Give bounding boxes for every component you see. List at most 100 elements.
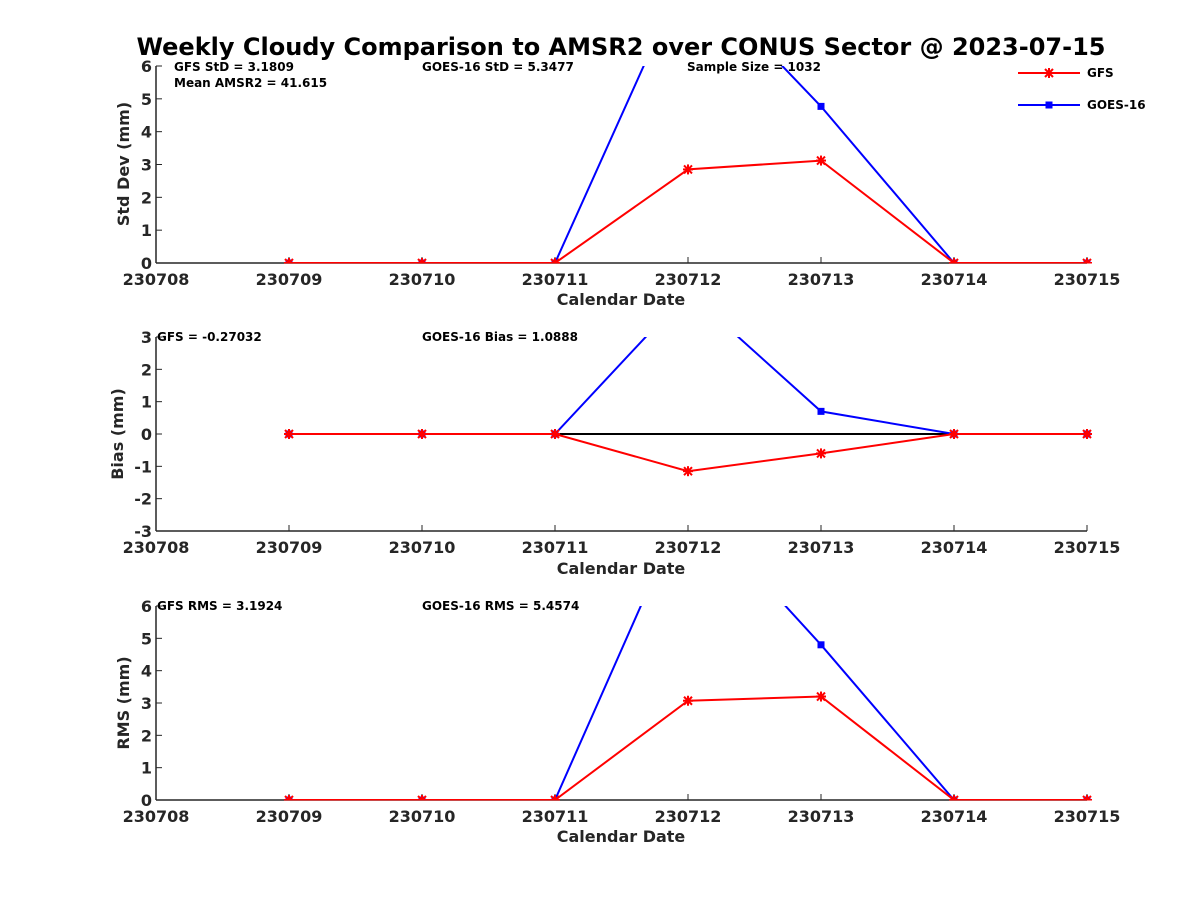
rms-ytick-label: 3 [141,694,152,713]
stddev-series-area [284,66,1092,264]
stddev-xlabel: Calendar Date [557,290,686,309]
stddev-panel: 0 1 2 3 4 5 6 230708 230709 230710 230711 230712 230… [114,57,1121,309]
rms-gfs-point-stroke [420,795,427,801]
rms-xtick-label: 230711 [522,807,589,826]
chart-title: Weekly Cloudy Comparison to AMSR2 over C… [137,33,1106,61]
stddev-ytick-label: 0 [141,254,152,273]
bias-ytick-label: -3 [134,522,152,541]
rms-ytick-label: 0 [141,791,152,810]
bias-panel: -3 -2 -1 0 1 2 3 230708 230709 230710 230711 230712… [108,328,1121,578]
stddev-gfs-point [949,258,959,264]
rms-gfs-point-stroke [683,696,693,706]
bias-xtick-label: 230709 [256,538,323,557]
bias-xtick-label: 230713 [788,538,855,557]
bias-xtick-label: 230710 [389,538,456,557]
bias-ytick-label: 2 [141,360,152,379]
bias-gfs-point [284,429,294,439]
stddev-ytick-label: 3 [141,156,152,175]
rms-ytick-label: 2 [141,726,152,745]
bias-goes-point [817,407,825,415]
goes-rms-annotation: GOES-16 RMS = 5.4574 [422,599,579,613]
rms-gfs-point-stroke [553,795,560,801]
bias-gfs-point-stroke [949,429,959,439]
rms-panel: 0 1 2 3 4 5 6 230708 230709 230710 230711 230712 230… [114,597,1121,846]
rms-xtick-label: 230709 [256,807,323,826]
stddev-xtick-label: 230711 [522,270,589,289]
rms-xtick-label: 230710 [389,807,456,826]
stddev-xtick-label: 230714 [921,270,988,289]
bias-gfs-point [949,429,959,439]
stddev-gfs-point-stroke [287,258,294,264]
bias-xtick-label: 230708 [123,538,190,557]
stddev-gfs-point [284,258,294,264]
legend: GFS GOES-16 [1018,66,1146,112]
bias-gfs-point [417,429,427,439]
stddev-gfs-point-stroke [683,164,693,175]
rms-ytick-label: 4 [141,662,152,681]
bias-ytick-label: -1 [134,457,152,476]
legend-gfs-marker [1044,68,1054,78]
legend-goes-marker [1045,101,1053,109]
stddev-gfs-point [417,258,427,264]
rms-gfs-point-stroke [1085,795,1092,801]
bias-series-area [284,337,1092,477]
stddev-ytick-label: 1 [141,221,152,240]
stddev-gfs-point-stroke [816,155,826,166]
bias-ytick-label: 3 [141,328,152,347]
bias-xtick-label: 230714 [921,538,988,557]
bias-gfs-point [1082,429,1092,439]
legend-gfs-label: GFS [1087,66,1114,80]
stddev-goes-point [817,102,825,110]
bias-xtick-label: 230712 [655,538,722,557]
bias-xtick-label: 230711 [522,538,589,557]
rms-gfs-point [816,691,826,702]
rms-xtick-label: 230714 [921,807,988,826]
goes-std-annotation: GOES-16 StD = 5.3477 [422,60,574,74]
stddev-xtick-label: 230715 [1054,270,1121,289]
stddev-gfs-point-stroke [553,258,560,264]
rms-ytick-label: 1 [141,759,152,778]
rms-gfs-point [949,795,959,801]
sample-size-annotation: Sample Size = 1032 [687,60,821,74]
stddev-xtick-label: 230708 [123,270,190,289]
rms-xtick-label: 230708 [123,807,190,826]
bias-ytick-label: 0 [141,425,152,444]
stddev-gfs-point [550,258,560,264]
stddev-ytick-label: 4 [141,123,152,142]
rms-gfs-line [289,695,1087,801]
bias-ytick-label: -2 [134,490,152,509]
bias-gfs-point-stroke [816,448,826,459]
stddev-xtick-label: 230710 [389,270,456,289]
stddev-ytick-label: 2 [141,188,152,207]
rms-gfs-point [1082,795,1092,801]
rms-xtick-label: 230713 [788,807,855,826]
rms-xlabel: Calendar Date [557,827,686,846]
rms-gfs-point [550,795,560,801]
stddev-ylabel: Std Dev (mm) [114,102,133,226]
rms-gfs-point-stroke [816,691,826,702]
bias-xtick-label: 230715 [1054,538,1121,557]
bias-gfs-point [550,429,560,439]
stddev-xtick-label: 230709 [256,270,323,289]
rms-xtick-label: 230715 [1054,807,1121,826]
rms-plot: 0 1 2 3 4 5 6 230708 230709 230710 230711 230712 230… [123,597,1121,826]
stddev-gfs-point-stroke [1085,258,1092,264]
bias-gfs-point-stroke [284,429,294,439]
bias-gfs-point-stroke [417,429,427,439]
stddev-gfs-point [683,164,693,175]
rms-gfs-point [683,695,693,706]
rms-gfs-point [417,795,427,801]
bias-gfs-point-stroke [550,429,560,439]
stddev-ytick-label: 5 [141,90,152,109]
bias-gfs-point [683,466,693,477]
rms-goes-point [817,641,825,649]
bias-goes-line [289,337,1087,435]
stddev-plot: 0 1 2 3 4 5 6 230708 230709 230710 230711 230712 230… [123,57,1121,289]
rms-gfs-point-stroke [287,795,294,801]
rms-xtick-label: 230712 [655,807,722,826]
stddev-xtick-label: 230712 [655,270,722,289]
bias-ylabel: Bias (mm) [108,388,127,480]
rms-series-area [284,606,1092,801]
bias-ytick-label: 1 [141,393,152,412]
